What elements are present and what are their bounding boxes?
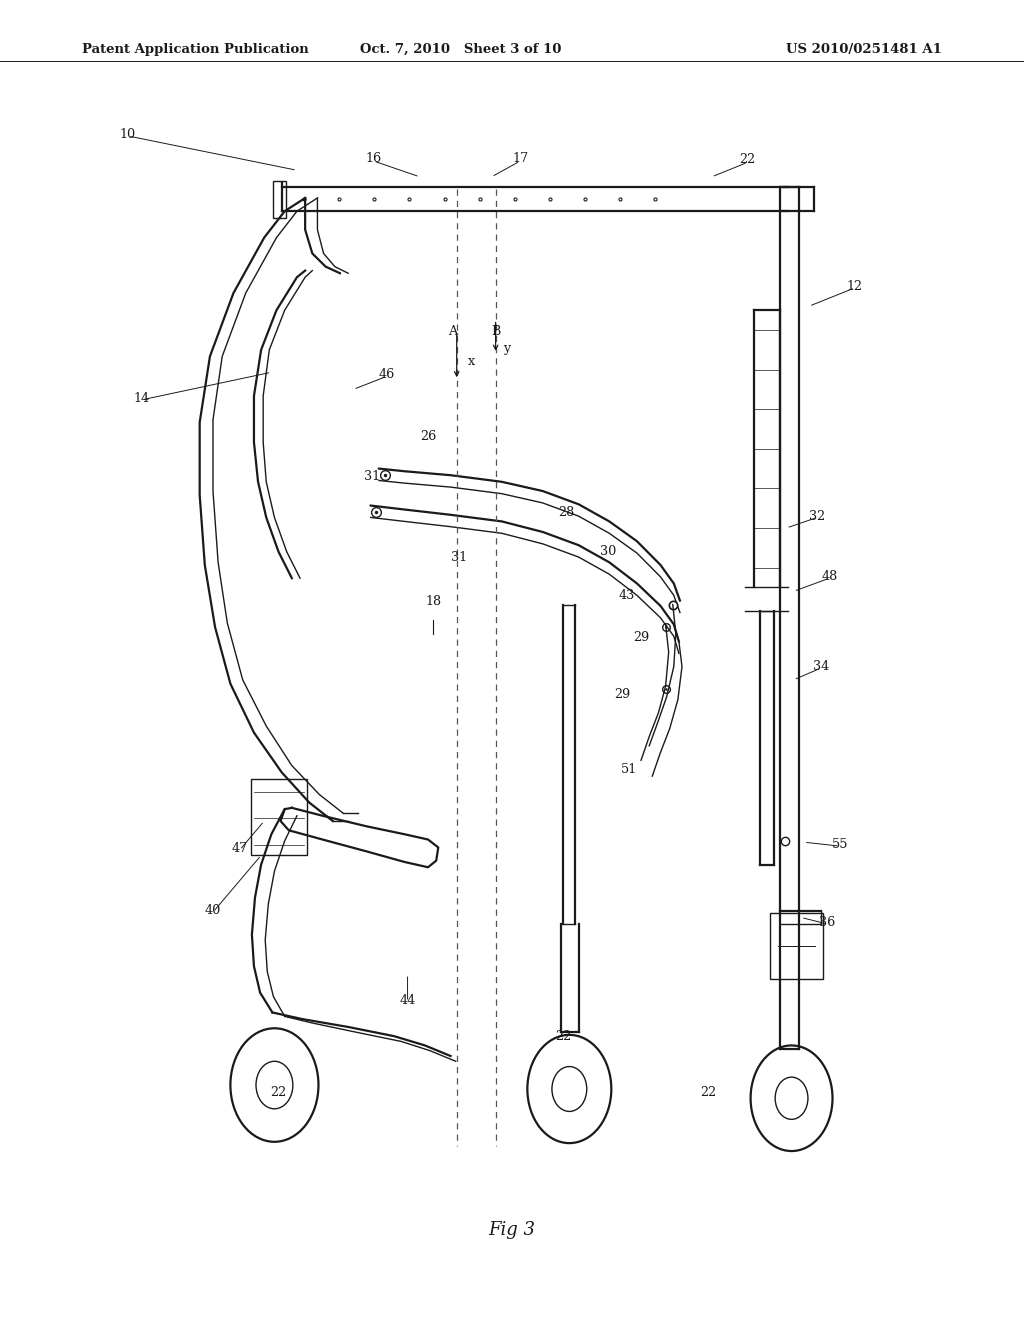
Text: 29: 29: [633, 631, 649, 644]
Text: US 2010/0251481 A1: US 2010/0251481 A1: [786, 44, 942, 55]
Text: 26: 26: [420, 430, 436, 444]
Text: 32: 32: [809, 510, 825, 523]
Text: Fig 3: Fig 3: [488, 1221, 536, 1239]
Text: Oct. 7, 2010   Sheet 3 of 10: Oct. 7, 2010 Sheet 3 of 10: [360, 44, 561, 55]
Text: y: y: [503, 342, 511, 355]
Text: 28: 28: [558, 506, 574, 519]
Text: 22: 22: [739, 153, 756, 166]
Text: 47: 47: [231, 842, 248, 855]
Text: 34: 34: [813, 660, 829, 673]
Text: 16: 16: [366, 152, 382, 165]
Text: 46: 46: [379, 368, 395, 381]
Text: 48: 48: [821, 570, 838, 583]
Text: A: A: [447, 325, 458, 338]
Text: 18: 18: [425, 595, 441, 609]
Text: 22: 22: [270, 1086, 287, 1100]
Bar: [251, 779, 307, 855]
Bar: [273, 181, 286, 218]
Text: 10: 10: [120, 128, 136, 141]
Text: Patent Application Publication: Patent Application Publication: [82, 44, 308, 55]
Text: 36: 36: [819, 916, 836, 929]
Text: 29: 29: [614, 688, 631, 701]
Text: 43: 43: [618, 589, 635, 602]
Text: 40: 40: [205, 904, 221, 917]
Text: 22: 22: [700, 1086, 717, 1100]
Text: 12: 12: [847, 280, 863, 293]
Text: 17: 17: [512, 152, 528, 165]
Bar: [770, 913, 823, 979]
Text: x: x: [467, 355, 475, 368]
Text: 22: 22: [555, 1030, 571, 1043]
Text: 30: 30: [600, 545, 616, 558]
Text: 31: 31: [451, 550, 467, 564]
Text: 55: 55: [831, 838, 848, 851]
Text: B: B: [490, 325, 501, 338]
Text: 14: 14: [133, 392, 150, 405]
Text: 51: 51: [621, 763, 637, 776]
Text: 31: 31: [364, 470, 380, 483]
Text: 44: 44: [399, 994, 416, 1007]
